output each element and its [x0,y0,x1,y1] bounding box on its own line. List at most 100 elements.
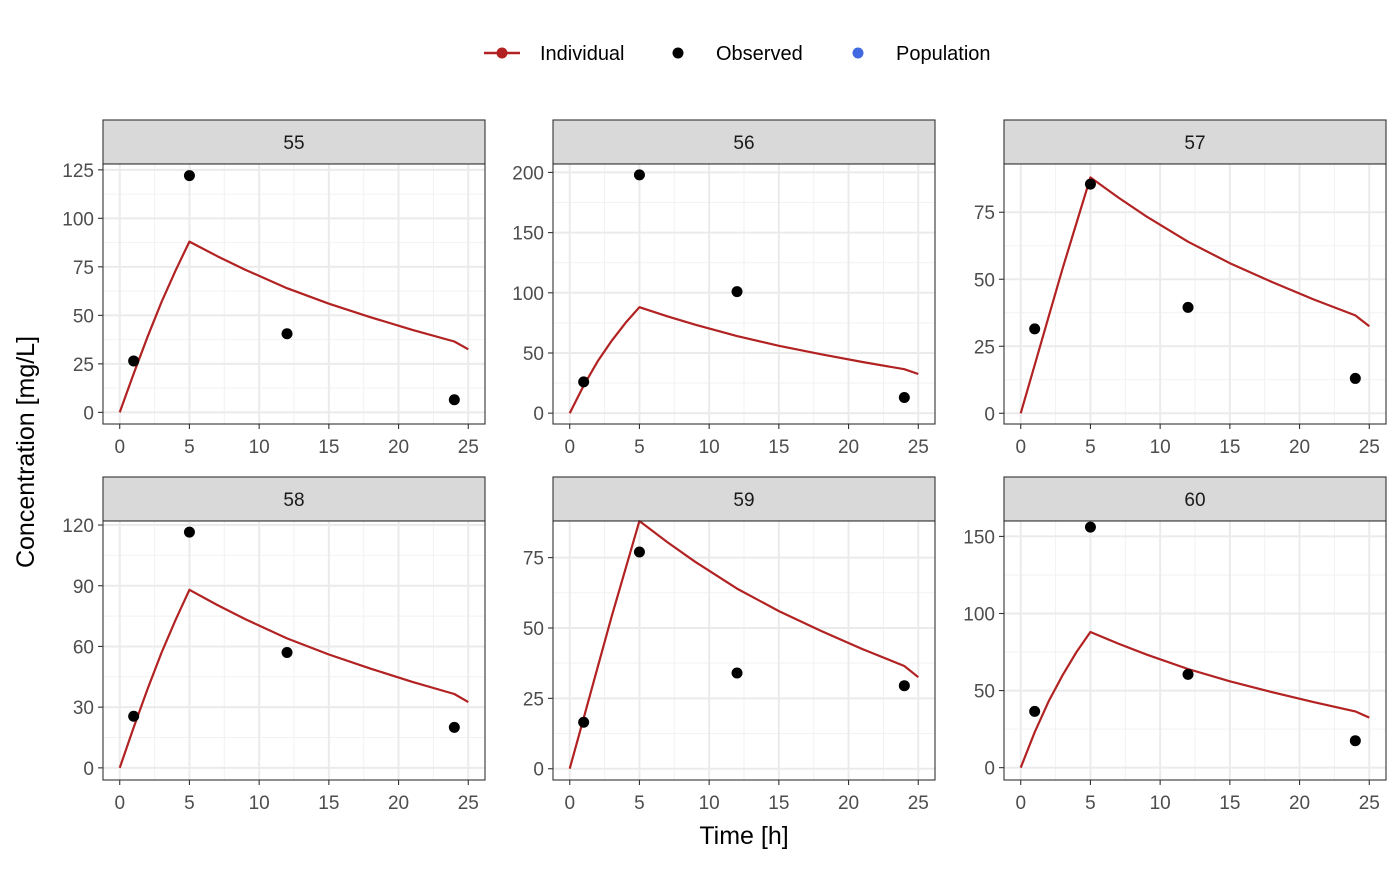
legend-label: Individual [540,43,625,65]
x-tick-label: 25 [458,437,479,458]
y-axis-title: Concentration [mg/L] [12,336,40,568]
observed-point [1029,705,1041,717]
y-tick-label: 125 [62,161,94,182]
x-tick-label: 20 [838,793,859,814]
y-tick-label: 50 [523,344,544,365]
panel: 56 0 5 10 15 20 25 0 50 100 150 200 [512,119,936,458]
x-tick-label: 5 [1085,437,1096,458]
panel-border [552,163,936,425]
y-tick-label: 200 [512,163,544,184]
x-tick-label: 0 [1015,793,1026,814]
x-tick-label: 15 [768,437,789,458]
panel-border [1003,520,1387,781]
x-tick-label: 20 [838,437,859,458]
legend-key-point [672,47,684,59]
observed-point [731,667,743,679]
panel-strip [1003,119,1387,165]
x-tick-label: 10 [1150,437,1171,458]
legend-label: Population [896,43,991,65]
observed-point [578,376,590,388]
x-tick-label: 15 [1219,437,1240,458]
panel-strip [552,476,936,522]
major-grid [103,164,485,424]
observed-point [578,716,590,728]
individual-line [118,240,469,413]
legend-key-point [496,47,508,59]
y-tick-label: 150 [512,224,544,245]
observed-point [183,170,195,182]
panel: 60 0 5 10 15 20 25 0 50 100 150 [963,476,1387,814]
x-tick-label: 5 [634,437,645,458]
major-grid [103,521,485,780]
panel-strip [102,476,486,522]
individual-line [568,519,919,769]
minor-grid [553,521,935,780]
x-tick-label: 0 [564,793,575,814]
observed-point [633,546,645,558]
x-tick-label: 15 [318,437,339,458]
legend-key-point [852,47,864,59]
y-tick-label: 75 [974,203,995,224]
legend-item: Observed [672,43,803,65]
y-tick-label: 25 [974,337,995,358]
y-tick-label: 0 [83,403,94,424]
x-tick-label: 15 [318,793,339,814]
observed-point [1084,178,1096,190]
y-tick-label: 100 [963,605,995,626]
x-tick-label: 5 [184,437,195,458]
x-tick-label: 20 [1289,437,1310,458]
y-tick-label: 75 [523,549,544,570]
minor-grid [553,164,935,424]
panel-strip [552,119,936,165]
observed-point [898,680,910,692]
x-tick-label: 10 [1150,793,1171,814]
major-grid [553,521,935,780]
x-tick-label: 5 [1085,793,1096,814]
x-tick-label: 10 [249,437,270,458]
y-tick-label: 150 [963,527,995,548]
x-tick-label: 0 [114,793,125,814]
y-tick-label: 90 [73,577,94,598]
x-tick-label: 0 [1015,437,1026,458]
y-tick-label: 100 [62,209,94,230]
y-tick-label: 0 [533,760,544,781]
panel-border [1003,163,1387,425]
panel-strip-label: 55 [283,133,304,154]
panel-strip [1003,476,1387,522]
minor-grid [103,521,485,780]
observed-point [1182,668,1194,680]
y-tick-label: 25 [523,689,544,710]
legend-item: Individual [484,43,625,65]
x-axis-title: Time [h] [699,822,788,850]
y-tick-label: 50 [974,270,995,291]
observed-point [1029,323,1041,335]
panel-strip-label: 57 [1184,133,1205,154]
x-tick-label: 0 [564,437,575,458]
x-tick-label: 20 [388,793,409,814]
panel-strip-label: 58 [283,490,304,511]
x-tick-label: 25 [458,793,479,814]
individual-line [1019,630,1370,769]
panel: 55 0 5 10 15 20 25 0 25 50 75 100 125 [62,119,486,458]
y-tick-label: 50 [974,682,995,703]
x-tick-label: 25 [1359,437,1380,458]
panel-strip-label: 60 [1184,490,1205,511]
panel-border [102,163,486,425]
y-tick-label: 100 [512,284,544,305]
observed-point [633,169,645,181]
y-tick-label: 50 [73,306,94,327]
observed-point [281,647,293,659]
x-tick-label: 10 [249,793,270,814]
minor-grid [1004,521,1386,780]
y-tick-label: 50 [523,619,544,640]
individual-line [118,588,469,769]
legend-item: Population [852,43,991,65]
x-tick-label: 20 [1289,793,1310,814]
observed-point [128,355,140,367]
x-tick-label: 25 [908,793,929,814]
observed-point [448,394,460,406]
x-tick-label: 10 [699,793,720,814]
x-tick-label: 5 [184,793,195,814]
panel-border [102,520,486,781]
